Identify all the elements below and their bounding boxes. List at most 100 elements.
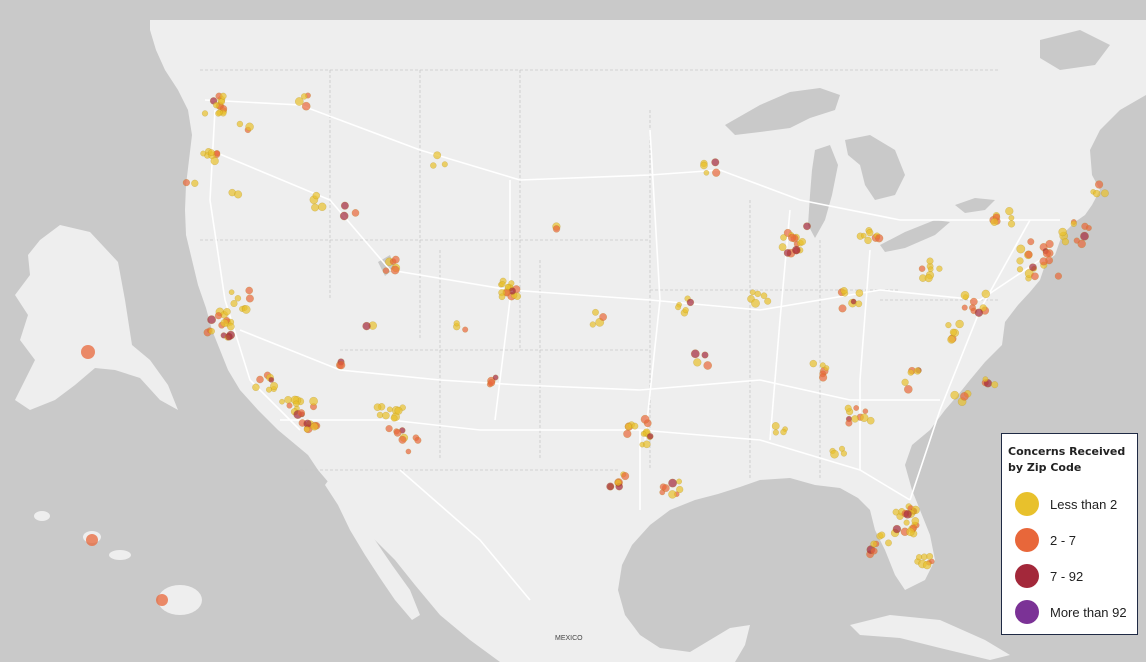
concern-bubble[interactable] [901, 378, 909, 386]
concern-bubble[interactable] [1016, 244, 1026, 254]
concern-bubble[interactable] [390, 265, 400, 275]
concern-bubble[interactable] [279, 398, 285, 405]
concern-bubble[interactable] [589, 321, 596, 328]
concern-bubble[interactable] [798, 237, 807, 246]
concern-bubble[interactable] [339, 211, 349, 221]
concern-bubble[interactable] [492, 374, 499, 381]
concern-bubble[interactable] [845, 419, 853, 427]
concern-bubble[interactable] [156, 594, 168, 606]
concern-bubble[interactable] [1007, 220, 1016, 228]
concern-bubble[interactable] [624, 423, 632, 431]
concern-bubble[interactable] [1028, 263, 1037, 272]
concern-bubble[interactable] [945, 321, 952, 329]
concern-bubble[interactable] [960, 290, 970, 300]
concern-bubble[interactable] [642, 440, 651, 449]
concern-bubble[interactable] [433, 151, 442, 160]
concern-bubble[interactable] [676, 485, 684, 494]
concern-bubble[interactable] [918, 265, 926, 273]
concern-bubble[interactable] [991, 381, 999, 389]
concern-bubble[interactable] [855, 300, 863, 308]
concern-bubble[interactable] [504, 283, 511, 290]
concern-bubble[interactable] [1042, 249, 1051, 258]
concern-bubble[interactable] [864, 236, 872, 245]
concern-bubble[interactable] [214, 312, 223, 320]
concern-bubble[interactable] [385, 424, 393, 433]
concern-bubble[interactable] [382, 411, 390, 420]
concern-bubble[interactable] [182, 178, 191, 187]
concern-bubble[interactable] [245, 122, 254, 132]
concern-bubble[interactable] [764, 297, 772, 305]
concern-bubble[interactable] [819, 362, 826, 369]
concern-bubble[interactable] [382, 267, 390, 275]
concern-bubble[interactable] [675, 304, 682, 311]
concern-bubble[interactable] [393, 429, 402, 437]
concern-bubble[interactable] [668, 490, 677, 499]
concern-bubble[interactable] [780, 428, 787, 436]
concern-bubble[interactable] [441, 161, 448, 168]
concern-bubble[interactable] [860, 232, 867, 239]
concern-bubble[interactable] [780, 234, 787, 241]
concern-bubble[interactable] [623, 429, 632, 439]
concern-bubble[interactable] [592, 308, 599, 316]
concern-bubble[interactable] [693, 358, 702, 367]
concern-bubble[interactable] [340, 201, 349, 210]
concern-bubble[interactable] [606, 482, 615, 491]
concern-bubble[interactable] [659, 483, 667, 491]
concern-bubble[interactable] [844, 404, 852, 412]
concern-bubble[interactable] [791, 245, 801, 255]
concern-bubble[interactable] [906, 527, 915, 537]
concern-bubble[interactable] [398, 435, 407, 444]
concern-bubble[interactable] [878, 531, 886, 539]
concern-bubble[interactable] [1024, 250, 1033, 259]
concern-bubble[interactable] [286, 402, 293, 409]
concern-bubble[interactable] [1054, 272, 1063, 280]
concern-bubble[interactable] [1030, 272, 1039, 281]
concern-bubble[interactable] [1008, 214, 1015, 221]
concern-bubble[interactable] [866, 229, 874, 237]
concern-bubble[interactable] [284, 395, 292, 404]
concern-bubble[interactable] [351, 209, 360, 217]
concern-bubble[interactable] [1092, 189, 1101, 198]
concern-bubble[interactable] [787, 233, 797, 242]
concern-bubble[interactable] [913, 367, 922, 375]
concern-bubble[interactable] [850, 298, 857, 305]
concern-bubble[interactable] [294, 97, 304, 106]
concern-bubble[interactable] [292, 400, 300, 408]
concern-bubble[interactable] [414, 436, 422, 444]
concern-bubble[interactable] [922, 560, 932, 570]
concern-bubble[interactable] [223, 307, 231, 316]
concern-bubble[interactable] [751, 298, 760, 308]
concern-bubble[interactable] [390, 414, 398, 422]
concern-bubble[interactable] [462, 326, 469, 333]
concern-bubble[interactable] [252, 383, 260, 392]
concern-bubble[interactable] [234, 295, 242, 302]
concern-bubble[interactable] [892, 508, 900, 516]
concern-bubble[interactable] [961, 304, 968, 311]
concern-bubble[interactable] [703, 361, 713, 370]
concern-bubble[interactable] [712, 168, 721, 177]
concern-bubble[interactable] [210, 156, 219, 166]
concern-bubble[interactable] [892, 524, 902, 534]
concern-bubble[interactable] [974, 308, 984, 317]
concern-bubble[interactable] [219, 92, 227, 100]
concern-bubble[interactable] [297, 409, 306, 417]
concern-bubble[interactable] [1061, 238, 1070, 246]
concern-bubble[interactable] [979, 304, 987, 312]
concern-bubble[interactable] [362, 321, 371, 331]
concern-bubble[interactable] [640, 414, 650, 424]
concern-bubble[interactable] [676, 478, 683, 485]
concern-bubble[interactable] [640, 431, 647, 437]
concern-bubble[interactable] [875, 234, 884, 243]
concern-bubble[interactable] [191, 179, 199, 187]
concern-bubble[interactable] [926, 257, 934, 265]
concern-bubble[interactable] [207, 315, 217, 325]
concern-bubble[interactable] [245, 294, 254, 303]
concern-bubble[interactable] [911, 517, 920, 525]
concern-bubble[interactable] [200, 150, 207, 157]
concern-bubble[interactable] [236, 120, 244, 128]
concern-bubble[interactable] [614, 479, 622, 486]
concern-bubble[interactable] [1080, 231, 1089, 241]
concern-bubble[interactable] [772, 429, 779, 436]
concern-bubble[interactable] [885, 539, 892, 547]
concern-bubble[interactable] [936, 265, 943, 272]
